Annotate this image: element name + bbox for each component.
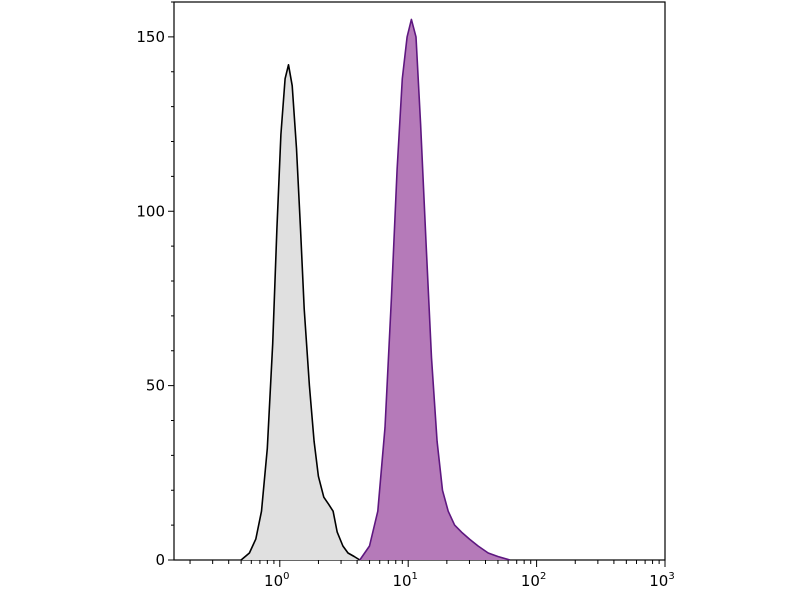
series-1-area — [359, 19, 510, 560]
series-0-line — [240, 64, 361, 561]
x-tick-label-100: 102 — [521, 571, 546, 590]
x-tick-label-1000: 103 — [649, 571, 674, 590]
y-tick-label-150: 150 — [136, 28, 165, 46]
axis-layer: 0 50 100 150 100 101 102 103 — [136, 1, 675, 590]
x-tick-label-1: 100 — [264, 571, 289, 590]
series-0-area — [241, 64, 360, 561]
series-layer — [240, 18, 511, 561]
y-tick-label-50: 50 — [146, 377, 165, 395]
series-1-line — [359, 18, 511, 561]
y-tick-label-100: 100 — [136, 202, 165, 220]
x-tick-label-10: 101 — [392, 571, 417, 590]
y-tick-label-0: 0 — [155, 551, 165, 569]
